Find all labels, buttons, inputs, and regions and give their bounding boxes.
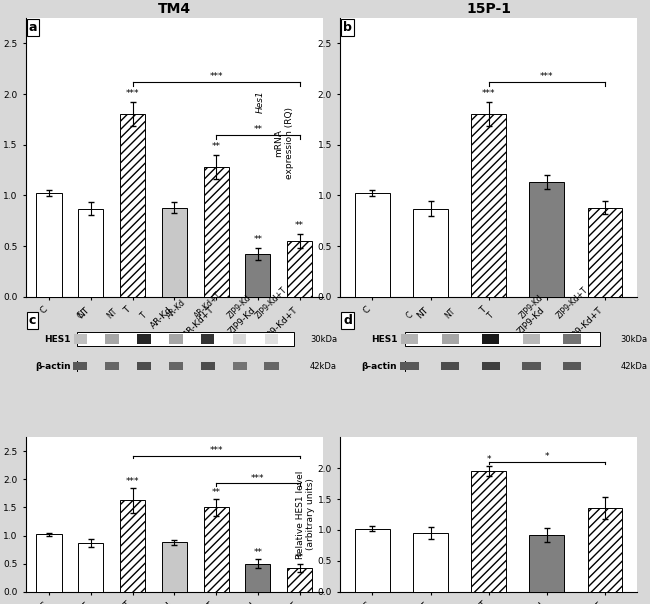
- Text: ZIP9-Kd: ZIP9-Kd: [226, 293, 254, 320]
- Text: **: **: [254, 235, 263, 244]
- Bar: [162, 208, 187, 297]
- Bar: [169, 362, 183, 370]
- Text: NT: NT: [105, 306, 119, 320]
- Bar: [78, 208, 103, 297]
- Text: b: b: [343, 21, 352, 34]
- Text: T: T: [139, 310, 149, 320]
- Text: ***: ***: [251, 474, 265, 483]
- Title: TM4: TM4: [158, 2, 191, 16]
- Text: HES1: HES1: [44, 335, 71, 344]
- Bar: [529, 535, 564, 592]
- Bar: [105, 334, 119, 344]
- Bar: [203, 507, 229, 592]
- Text: C: C: [75, 310, 85, 320]
- Bar: [36, 535, 62, 592]
- Bar: [233, 362, 247, 370]
- Bar: [441, 334, 459, 344]
- Text: ***: ***: [126, 89, 139, 98]
- Text: a: a: [29, 21, 38, 34]
- Bar: [137, 334, 151, 344]
- Bar: [588, 208, 623, 297]
- Bar: [529, 182, 564, 297]
- Text: ***: ***: [540, 72, 554, 81]
- Bar: [77, 332, 294, 346]
- Text: β-actin: β-actin: [361, 362, 397, 370]
- Text: ZIP9-Kd+T: ZIP9-Kd+T: [554, 285, 590, 320]
- Bar: [201, 334, 214, 344]
- Bar: [162, 542, 187, 592]
- Bar: [265, 362, 279, 370]
- Text: c: c: [29, 314, 36, 327]
- Bar: [401, 334, 418, 344]
- Title: 15P-1: 15P-1: [466, 2, 511, 16]
- Bar: [120, 500, 145, 592]
- Text: ***: ***: [482, 89, 495, 98]
- Bar: [120, 114, 145, 297]
- Bar: [78, 543, 103, 592]
- Bar: [482, 334, 499, 344]
- Text: AR-Kd: AR-Kd: [164, 297, 187, 320]
- Bar: [482, 362, 500, 370]
- Bar: [413, 208, 448, 297]
- Bar: [522, 362, 541, 370]
- Bar: [36, 193, 62, 297]
- Bar: [563, 362, 581, 370]
- Bar: [73, 334, 87, 344]
- Text: ***: ***: [209, 72, 223, 81]
- Bar: [355, 193, 390, 297]
- Bar: [355, 528, 390, 592]
- Bar: [105, 362, 120, 370]
- Text: ZIP9-Kd+T: ZIP9-Kd+T: [254, 285, 289, 320]
- Bar: [73, 362, 87, 370]
- Text: **: **: [254, 548, 263, 557]
- Bar: [233, 334, 246, 344]
- Text: 30kDa: 30kDa: [310, 335, 337, 344]
- Text: β-actin: β-actin: [35, 362, 71, 370]
- Bar: [400, 362, 419, 370]
- Y-axis label: Relative HES1 level
(arbitrary units): Relative HES1 level (arbitrary units): [296, 471, 315, 559]
- Text: NT: NT: [443, 306, 457, 320]
- Bar: [441, 362, 460, 370]
- Text: *: *: [545, 452, 549, 461]
- Text: **: **: [212, 142, 220, 151]
- Bar: [564, 334, 580, 344]
- Bar: [137, 362, 151, 370]
- Text: ZIP9-Kd: ZIP9-Kd: [517, 293, 545, 320]
- Text: **: **: [295, 221, 304, 230]
- Bar: [413, 533, 448, 592]
- Bar: [287, 568, 312, 592]
- Text: **: **: [254, 124, 263, 133]
- Bar: [287, 241, 312, 297]
- Bar: [471, 471, 506, 592]
- Bar: [203, 167, 229, 297]
- Text: HES1: HES1: [370, 335, 397, 344]
- Text: 30kDa: 30kDa: [621, 335, 648, 344]
- Bar: [201, 362, 215, 370]
- Text: Hes1: Hes1: [256, 91, 265, 113]
- Text: ***: ***: [209, 446, 223, 455]
- Text: T: T: [486, 310, 495, 320]
- Bar: [245, 564, 270, 592]
- Text: ***: ***: [126, 477, 139, 486]
- Text: C: C: [404, 310, 415, 320]
- Bar: [471, 114, 506, 297]
- Bar: [265, 334, 278, 344]
- Text: mRNA
expression (RQ): mRNA expression (RQ): [274, 108, 294, 179]
- Text: 42kDa: 42kDa: [621, 362, 648, 370]
- Text: 42kDa: 42kDa: [310, 362, 337, 370]
- Text: **: **: [212, 488, 220, 496]
- Bar: [523, 334, 540, 344]
- Bar: [588, 509, 623, 592]
- Bar: [406, 332, 601, 346]
- Text: *: *: [486, 455, 491, 464]
- Bar: [169, 334, 183, 344]
- Text: AR-Kd+T: AR-Kd+T: [192, 289, 223, 320]
- Bar: [245, 254, 270, 297]
- Text: **: **: [295, 553, 304, 562]
- Text: d: d: [343, 314, 352, 327]
